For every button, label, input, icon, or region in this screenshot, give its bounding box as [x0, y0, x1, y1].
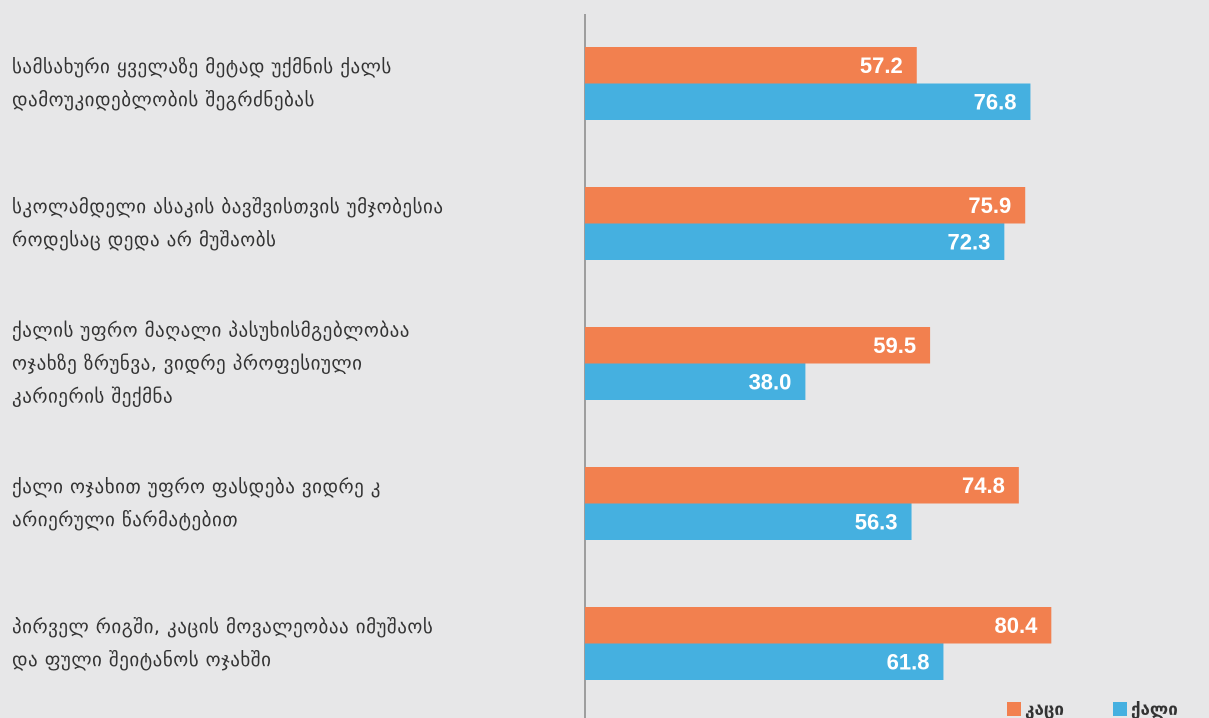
category-label: ქალის უფრო მაღალი პასუხისმგებლობაა ოჯახზე… [12, 319, 410, 407]
bar [585, 223, 1005, 260]
bar [585, 363, 806, 400]
category-line: სკოლამდელი ასაკის ბავშვისთვის უმჯობესია [12, 196, 444, 218]
category-label: პირველ რიგში, კაცის მოვალეობაა იმუშაოს და… [12, 616, 433, 671]
value-label: 59.5 [873, 333, 916, 358]
legend-swatch [1113, 702, 1127, 716]
bar [585, 47, 917, 84]
bar [585, 467, 1019, 504]
bar [585, 187, 1026, 224]
legend-label: ქალი [1131, 700, 1178, 718]
bar [585, 327, 931, 364]
value-label: 74.8 [962, 473, 1005, 498]
category-label: ქალი ოჯახით უფრო ფასდება ვიდრე კ არიერული… [12, 476, 381, 531]
bar [585, 643, 944, 680]
category-line: სამსახური ყველაზე მეტად უქმნის ქალს [12, 56, 392, 78]
category-line: პირველ რიგში, კაცის მოვალეობაა იმუშაოს [12, 616, 433, 638]
category-line: ქალის უფრო მაღალი პასუხისმგებლობაა [12, 319, 410, 341]
bar [585, 607, 1052, 644]
category-line: კარიერის შექმნა [12, 385, 173, 407]
category-line: არიერული წარმატებით [12, 509, 238, 531]
value-label: 72.3 [948, 230, 991, 255]
value-label: 76.8 [974, 90, 1017, 115]
category-line: დამოუკიდებლობის შეგრძნებას [12, 89, 315, 111]
value-label: 61.8 [887, 650, 930, 675]
category-line: და ფული შეიტანოს ოჯახში [12, 649, 271, 671]
value-label: 57.2 [860, 53, 903, 78]
category-label: სკოლამდელი ასაკის ბავშვისთვის უმჯობესია რ… [12, 196, 444, 251]
legend-label: კაცი [1025, 700, 1064, 718]
category-line: როდესაც დედა არ მუშაობს [12, 229, 276, 251]
value-label: 38.0 [749, 370, 792, 395]
category-label: სამსახური ყველაზე მეტად უქმნის ქალს დამოუ… [12, 56, 392, 111]
value-label: 75.9 [968, 193, 1011, 218]
value-label: 56.3 [855, 510, 898, 535]
value-label: 80.4 [994, 613, 1038, 638]
category-line: ქალი ოჯახით უფრო ფასდება ვიდრე კ [12, 476, 381, 498]
bar [585, 503, 912, 540]
legend-swatch [1007, 702, 1021, 716]
bar [585, 83, 1031, 120]
category-line: ოჯახზე ზრუნვა, ვიდრე პროფესიული [12, 352, 363, 374]
